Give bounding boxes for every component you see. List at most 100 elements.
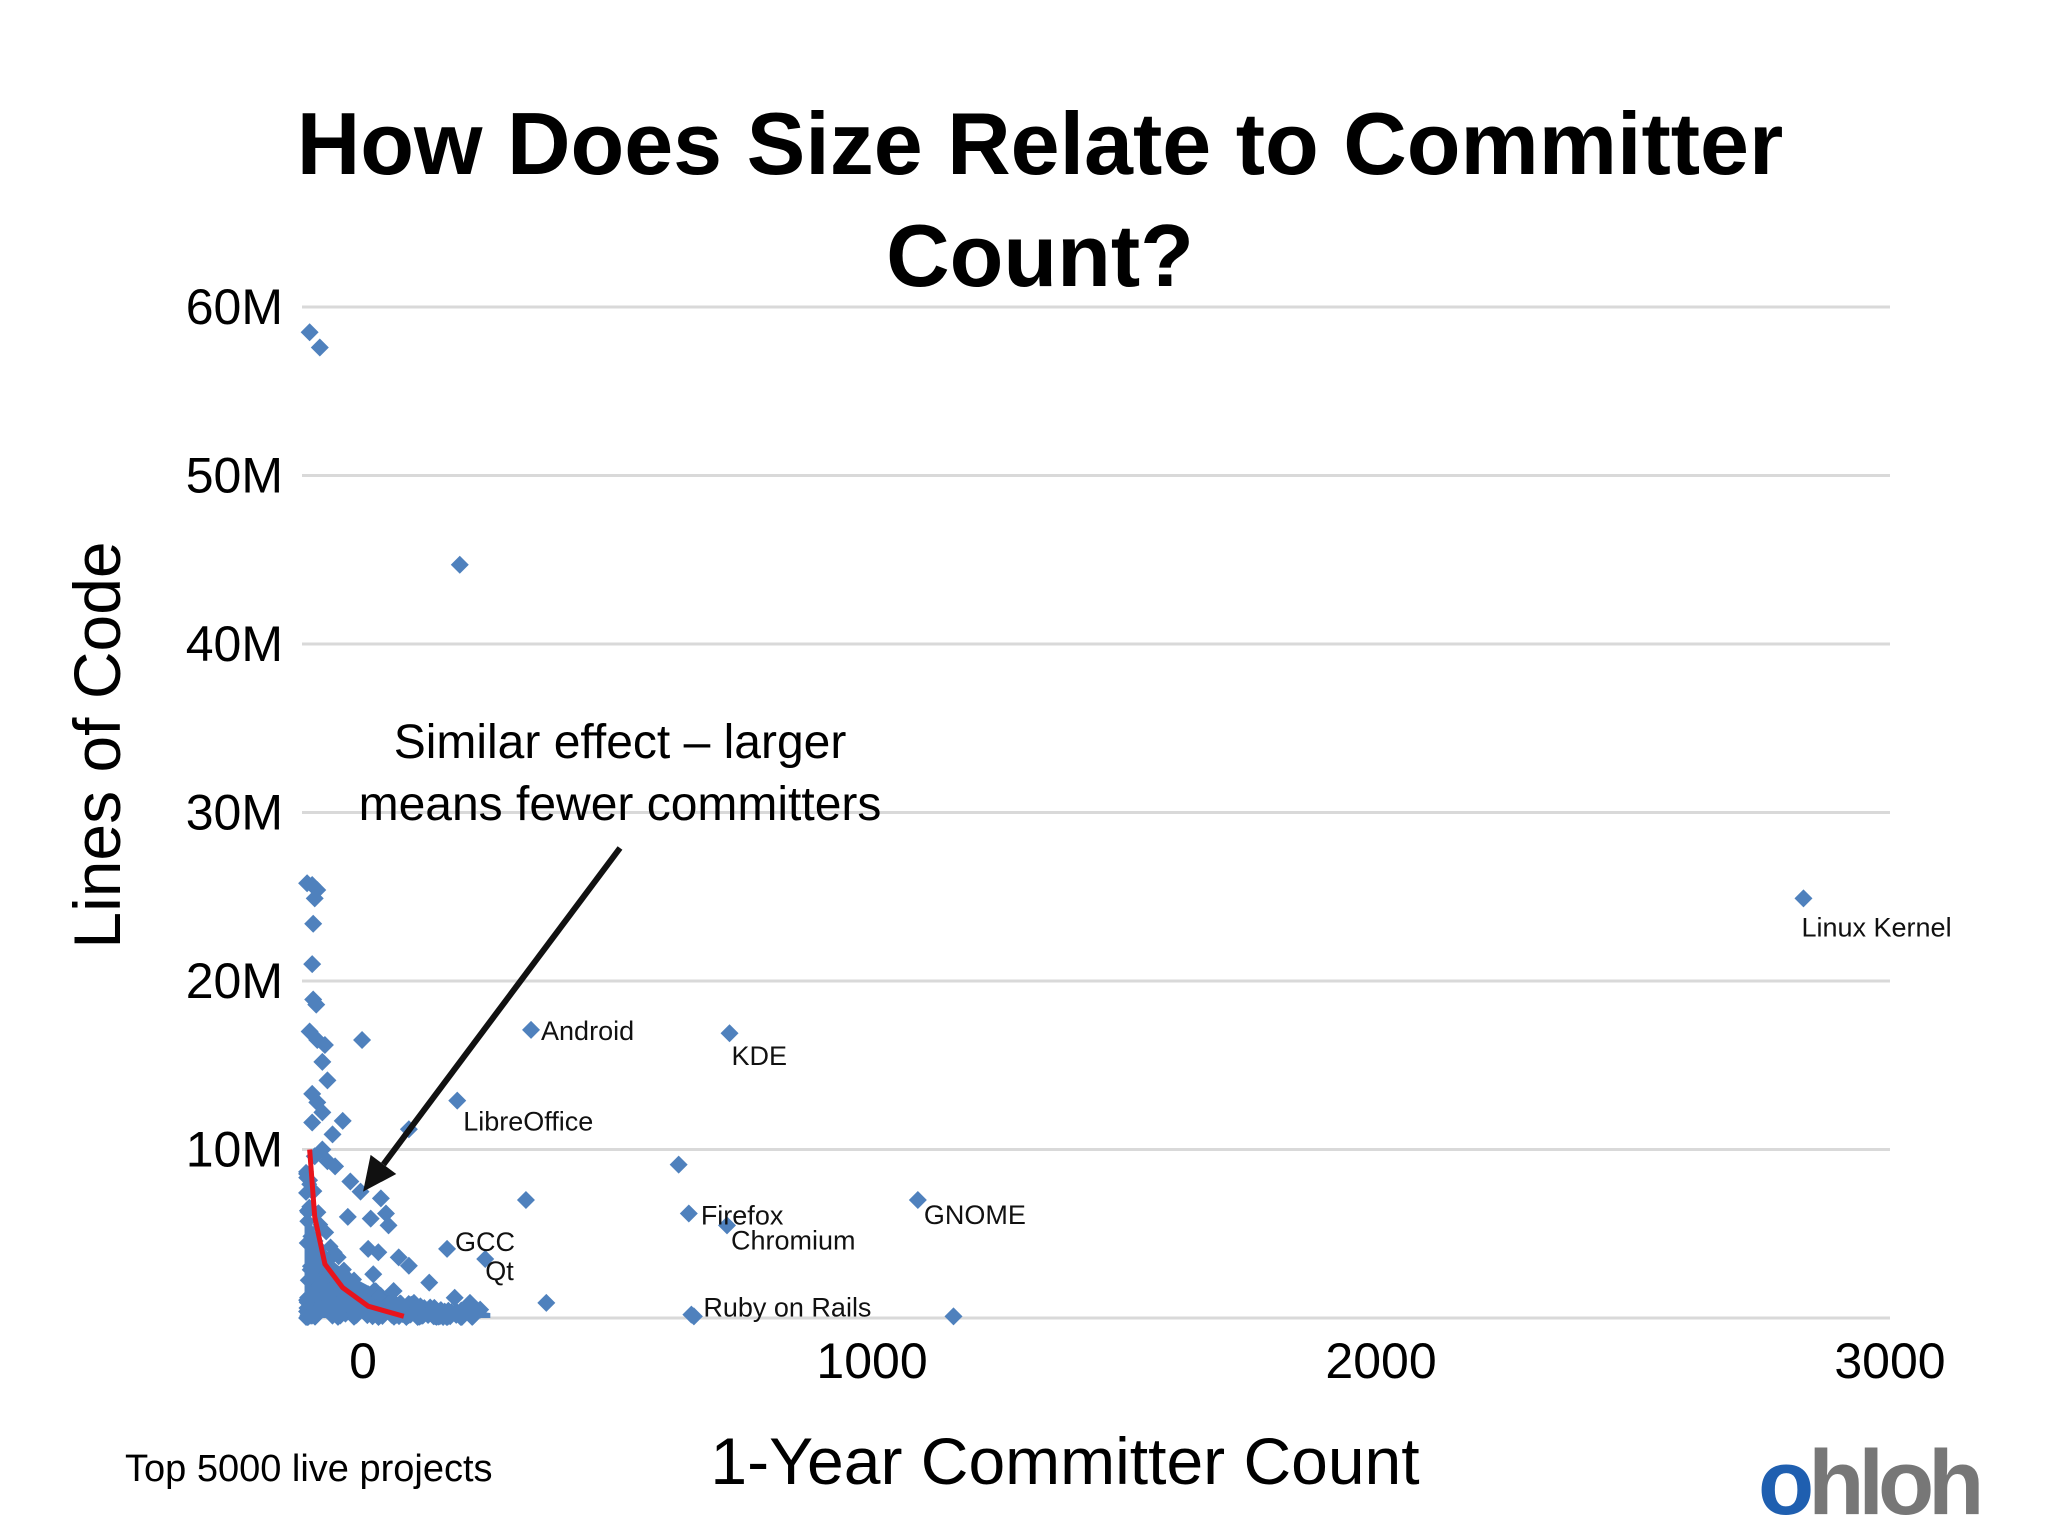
annotation-arrow xyxy=(381,846,623,1167)
labeled-point xyxy=(438,1239,457,1258)
annotation: Similar effect – larger means fewer comm… xyxy=(359,716,882,1192)
x-tick-label: 3000 xyxy=(1834,1333,1945,1389)
labeled-point xyxy=(720,1024,739,1043)
point-labels: Linux Kernel Android KDE LibreOffice Firefox… xyxy=(455,912,1952,1322)
data-point xyxy=(445,1288,464,1307)
data-point xyxy=(537,1293,556,1312)
data-point xyxy=(305,889,324,908)
y-axis-title: Lines of Code xyxy=(60,541,134,948)
labeled-point xyxy=(1794,889,1813,908)
data-point xyxy=(304,914,323,933)
grid-lines xyxy=(302,305,1890,1320)
data-point xyxy=(399,1256,418,1275)
data-point xyxy=(471,1300,490,1319)
data-point xyxy=(364,1265,383,1284)
data-point xyxy=(371,1189,390,1208)
dense-point xyxy=(303,1308,320,1325)
data-point xyxy=(450,555,469,574)
dense-point xyxy=(299,1213,316,1230)
data-point xyxy=(404,1293,423,1312)
data-point xyxy=(341,1172,360,1191)
x-tick-label: 1000 xyxy=(816,1333,927,1389)
dense-point xyxy=(322,1238,339,1255)
labeled-point xyxy=(682,1305,701,1324)
data-point xyxy=(326,1157,345,1176)
point-label: LibreOffice xyxy=(463,1107,593,1137)
point-label: Firefox xyxy=(701,1201,784,1231)
annotation-arrow-head xyxy=(363,1154,397,1192)
dense-point xyxy=(300,1235,317,1252)
point-label: Qt xyxy=(485,1256,514,1286)
dense-point xyxy=(298,1184,315,1201)
labeled-point xyxy=(717,1216,736,1235)
data-point xyxy=(944,1307,963,1326)
labeled-point xyxy=(908,1191,927,1210)
annotation-line-1: Similar effect – larger xyxy=(394,716,847,769)
y-tick-label: 30M xyxy=(186,785,283,841)
data-point xyxy=(300,323,319,342)
y-tick-label: 40M xyxy=(186,616,283,672)
x-tick-label: 2000 xyxy=(1325,1333,1436,1389)
dense-point xyxy=(317,1298,334,1315)
logo-mark: o xyxy=(1758,1432,1814,1534)
labeled-point xyxy=(522,1020,541,1039)
dense-point xyxy=(346,1271,363,1288)
point-label: GCC xyxy=(455,1227,515,1257)
dense-point xyxy=(447,1306,464,1323)
data-point xyxy=(313,1103,332,1122)
logo-text: hloh xyxy=(1808,1432,1984,1534)
data-point xyxy=(338,1207,357,1226)
data-point xyxy=(369,1243,388,1262)
data-points xyxy=(298,323,1813,1326)
data-point xyxy=(323,1125,342,1144)
data-point xyxy=(310,338,329,357)
data-point xyxy=(303,955,322,974)
data-point xyxy=(353,1030,372,1049)
data-point xyxy=(315,1036,334,1055)
y-axis-ticks: 10M 20M 30M 40M 50M 60M xyxy=(186,279,283,1178)
data-point xyxy=(420,1273,439,1292)
annotation-line-2: means fewer committers xyxy=(359,778,882,831)
dense-point xyxy=(330,1307,347,1324)
point-label: GNOME xyxy=(924,1200,1026,1230)
dense-point xyxy=(387,1296,404,1313)
data-point xyxy=(384,1282,403,1301)
point-label: Ruby on Rails xyxy=(703,1293,871,1323)
data-point xyxy=(379,1216,398,1235)
trend-line xyxy=(307,1149,405,1319)
dense-point xyxy=(298,1294,315,1311)
footnote: Top 5000 live projects xyxy=(125,1448,493,1490)
x-axis-ticks: 0 1000 2000 3000 xyxy=(349,1333,1945,1389)
point-label: Android xyxy=(541,1016,634,1046)
data-point xyxy=(389,1248,408,1267)
data-point xyxy=(669,1155,688,1174)
page-title: How Does Size Relate to Committer Count? xyxy=(296,94,1784,305)
data-point xyxy=(318,1071,337,1090)
y-tick-label: 10M xyxy=(186,1122,283,1178)
dense-point xyxy=(307,1246,324,1263)
data-point xyxy=(348,1302,367,1321)
labeled-point xyxy=(448,1091,467,1110)
data-point xyxy=(313,1052,332,1071)
x-axis-title: 1-Year Committer Count xyxy=(710,1424,1419,1498)
dense-point xyxy=(328,1296,345,1313)
data-point xyxy=(333,1111,352,1130)
data-point xyxy=(303,1113,322,1132)
point-label: Chromium xyxy=(731,1225,856,1255)
data-point xyxy=(516,1191,535,1210)
x-tick-label: 0 xyxy=(349,1333,377,1389)
ohloh-logo: ohloh xyxy=(1758,1437,1984,1529)
dense-point xyxy=(311,1276,328,1293)
dense-point xyxy=(307,1259,324,1276)
data-point xyxy=(307,995,326,1014)
dense-point xyxy=(330,1249,347,1266)
data-point xyxy=(376,1204,395,1223)
point-label: KDE xyxy=(732,1041,788,1071)
y-tick-label: 60M xyxy=(186,279,283,335)
data-point xyxy=(361,1209,380,1228)
y-tick-label: 50M xyxy=(186,448,283,504)
labeled-point xyxy=(679,1204,698,1223)
labeled-point xyxy=(476,1250,495,1269)
point-label: Linux Kernel xyxy=(1801,912,1951,942)
